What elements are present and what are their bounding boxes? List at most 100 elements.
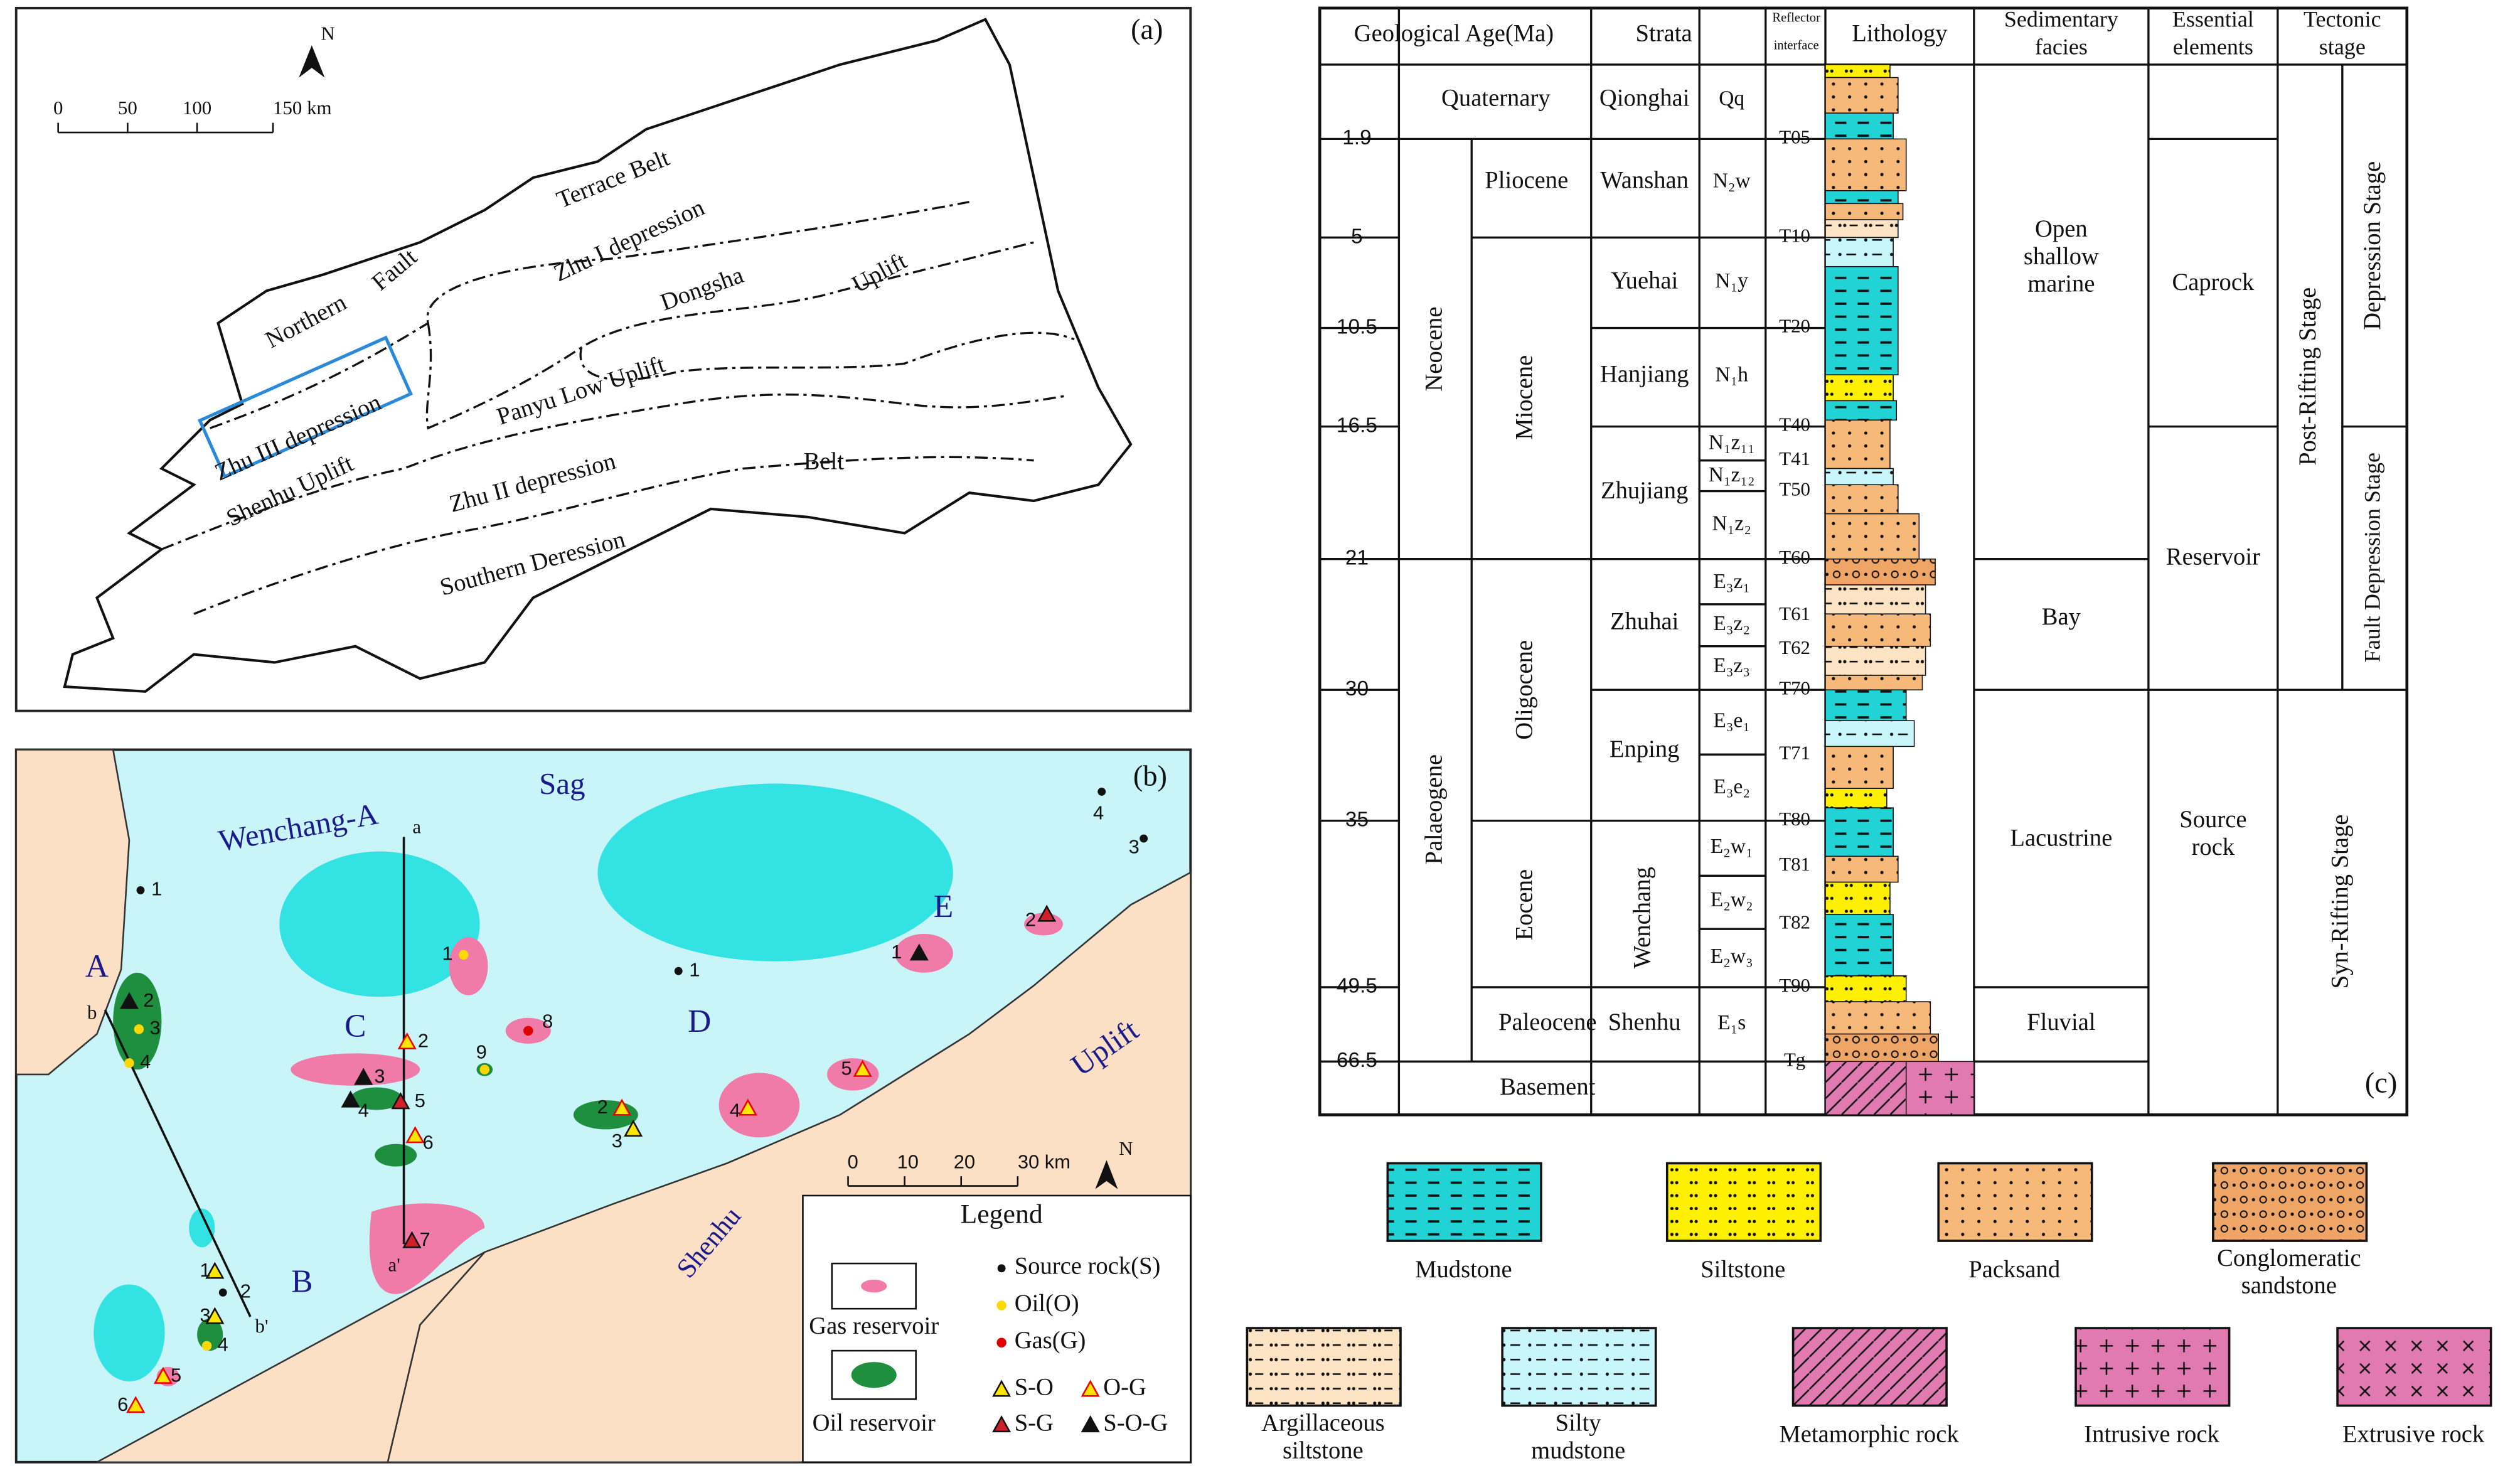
- legend-text: S-G: [1015, 1410, 1054, 1436]
- epoch-label: Pliocene: [1485, 168, 1568, 194]
- scale-bar: [57, 122, 274, 134]
- lithology-bed: [1825, 484, 1899, 515]
- tectonic-label: Post-Rifting Stage: [2295, 287, 2321, 466]
- legend-swatch: [831, 1262, 917, 1310]
- well-number: 4: [730, 1099, 740, 1121]
- well-number: 4: [218, 1334, 228, 1356]
- well-symbol: [397, 1032, 417, 1050]
- place-label: Sag: [539, 766, 585, 801]
- legend-oil: [851, 1362, 897, 1388]
- lithology-bed: [1905, 1061, 1975, 1116]
- lithology-bed: [1825, 468, 1894, 486]
- boundary: [161, 394, 1067, 550]
- oil-reservoir: [113, 972, 162, 1070]
- well-symbol: [354, 1068, 373, 1085]
- well-number: 1: [891, 941, 902, 963]
- well-symbol: [153, 1366, 173, 1384]
- stratum-code: E₂w₁: [1711, 835, 1753, 858]
- facies-label: Open shallow marine: [2024, 216, 2099, 297]
- element-label: Source rock: [2179, 806, 2246, 860]
- oil-reservoir: [350, 1087, 403, 1110]
- well-number: 2: [418, 1030, 429, 1052]
- legend-symbol: [996, 1300, 1006, 1310]
- epoch-label: Miocene: [1512, 355, 1538, 440]
- well-number: 2: [1025, 909, 1036, 931]
- era-label: Neocene: [1421, 307, 1447, 392]
- boundaries: [161, 201, 1075, 615]
- gas-reservoir: [718, 1073, 800, 1138]
- stratum-code: N₂w: [1713, 169, 1751, 193]
- legend-text: S-O-G: [1103, 1410, 1168, 1436]
- lithology-bed: [1825, 746, 1894, 790]
- section-end: b: [87, 1002, 97, 1024]
- lithology-swatch: [1386, 1162, 1542, 1242]
- boundary: [210, 201, 969, 429]
- well-number: 6: [423, 1132, 434, 1154]
- epoch-label: Oligocene: [1512, 640, 1538, 740]
- legend-text: Oil reservoir: [813, 1410, 936, 1436]
- stratum-code: E₂w₂: [1711, 888, 1753, 911]
- well-symbol: [738, 1098, 757, 1116]
- lithology-legend-label: Metamorphic rock: [1779, 1421, 1959, 1447]
- well-symbol: [126, 1396, 146, 1413]
- lithology-bed: [1825, 190, 1899, 205]
- stratum-code: Qq: [1719, 87, 1744, 110]
- well-symbol: [1081, 1380, 1100, 1397]
- element-label: Reservoir: [2166, 544, 2260, 571]
- well-symbol: [205, 1307, 225, 1324]
- lithology-bed: [1825, 788, 1887, 808]
- lithology-legend-label: Siltstone: [1700, 1256, 1785, 1283]
- reflector-label: T62: [1779, 636, 1810, 658]
- column-header: Tectonic stage: [2304, 7, 2381, 60]
- well-number: 1: [151, 878, 162, 900]
- cyan-areas: [93, 783, 953, 1382]
- formation-label: Enping: [1610, 736, 1680, 763]
- legend-text: Gas reservoir: [809, 1313, 939, 1339]
- reflector-label: T82: [1779, 911, 1810, 933]
- age-label: 35: [1345, 808, 1369, 832]
- tectonic-label: Fault Depression Stage: [2360, 453, 2385, 662]
- column-header: Reflector interface: [1772, 11, 1820, 52]
- stratum-code: N₁z₁₁: [1709, 431, 1755, 454]
- well-number: 1: [442, 943, 453, 965]
- well-number: 1: [689, 958, 700, 980]
- stratum-code: E₃z₁: [1713, 570, 1750, 593]
- lithology-bed: [1825, 265, 1899, 376]
- legend-symbol: [996, 1337, 1006, 1347]
- lithology-bed: [1825, 1033, 1940, 1063]
- stratum-code: E₃e₁: [1713, 709, 1750, 732]
- element-label: Caprock: [2172, 269, 2254, 296]
- stratum-code: N₁z₂: [1712, 512, 1751, 535]
- formation-label: Zhuhai: [1610, 609, 1679, 635]
- lithology-swatch: [2074, 1327, 2231, 1407]
- lithology-legend-label: Silty mudstone: [1531, 1410, 1625, 1464]
- age-label: 5: [1351, 225, 1363, 248]
- well-symbol: [405, 1126, 425, 1144]
- north-label: N: [321, 23, 334, 45]
- reflector-label: T10: [1779, 225, 1810, 247]
- gas-reservoir: [449, 937, 488, 995]
- lithology-swatch: [1937, 1162, 2093, 1242]
- oil-reservoir: [375, 1144, 417, 1167]
- reflector-label: T80: [1779, 808, 1810, 830]
- land: [96, 1251, 486, 1464]
- well-symbol: [674, 967, 683, 975]
- well-number: 6: [117, 1393, 128, 1415]
- column-header: Geological Age(Ma): [1354, 20, 1554, 46]
- well-number: 3: [374, 1065, 385, 1087]
- well-symbol: [1081, 1415, 1100, 1433]
- boundary: [425, 241, 1034, 430]
- reflector-label: T70: [1779, 677, 1810, 699]
- well-number: 7: [419, 1228, 430, 1250]
- scale-label: 20: [954, 1151, 975, 1173]
- column-header: Strata: [1636, 20, 1692, 46]
- stratum-code: E₃z₂: [1713, 612, 1750, 635]
- place-label: C: [344, 1009, 366, 1044]
- well-number: 8: [542, 1010, 553, 1032]
- column-header: Sedimentary facies: [2004, 7, 2118, 60]
- formation-label: Qionghai: [1599, 85, 1690, 111]
- scale-label: 150 km: [273, 97, 331, 119]
- reflector-label: T20: [1779, 315, 1810, 337]
- well-symbol: [205, 1262, 225, 1279]
- legend-text: S-O: [1015, 1374, 1054, 1401]
